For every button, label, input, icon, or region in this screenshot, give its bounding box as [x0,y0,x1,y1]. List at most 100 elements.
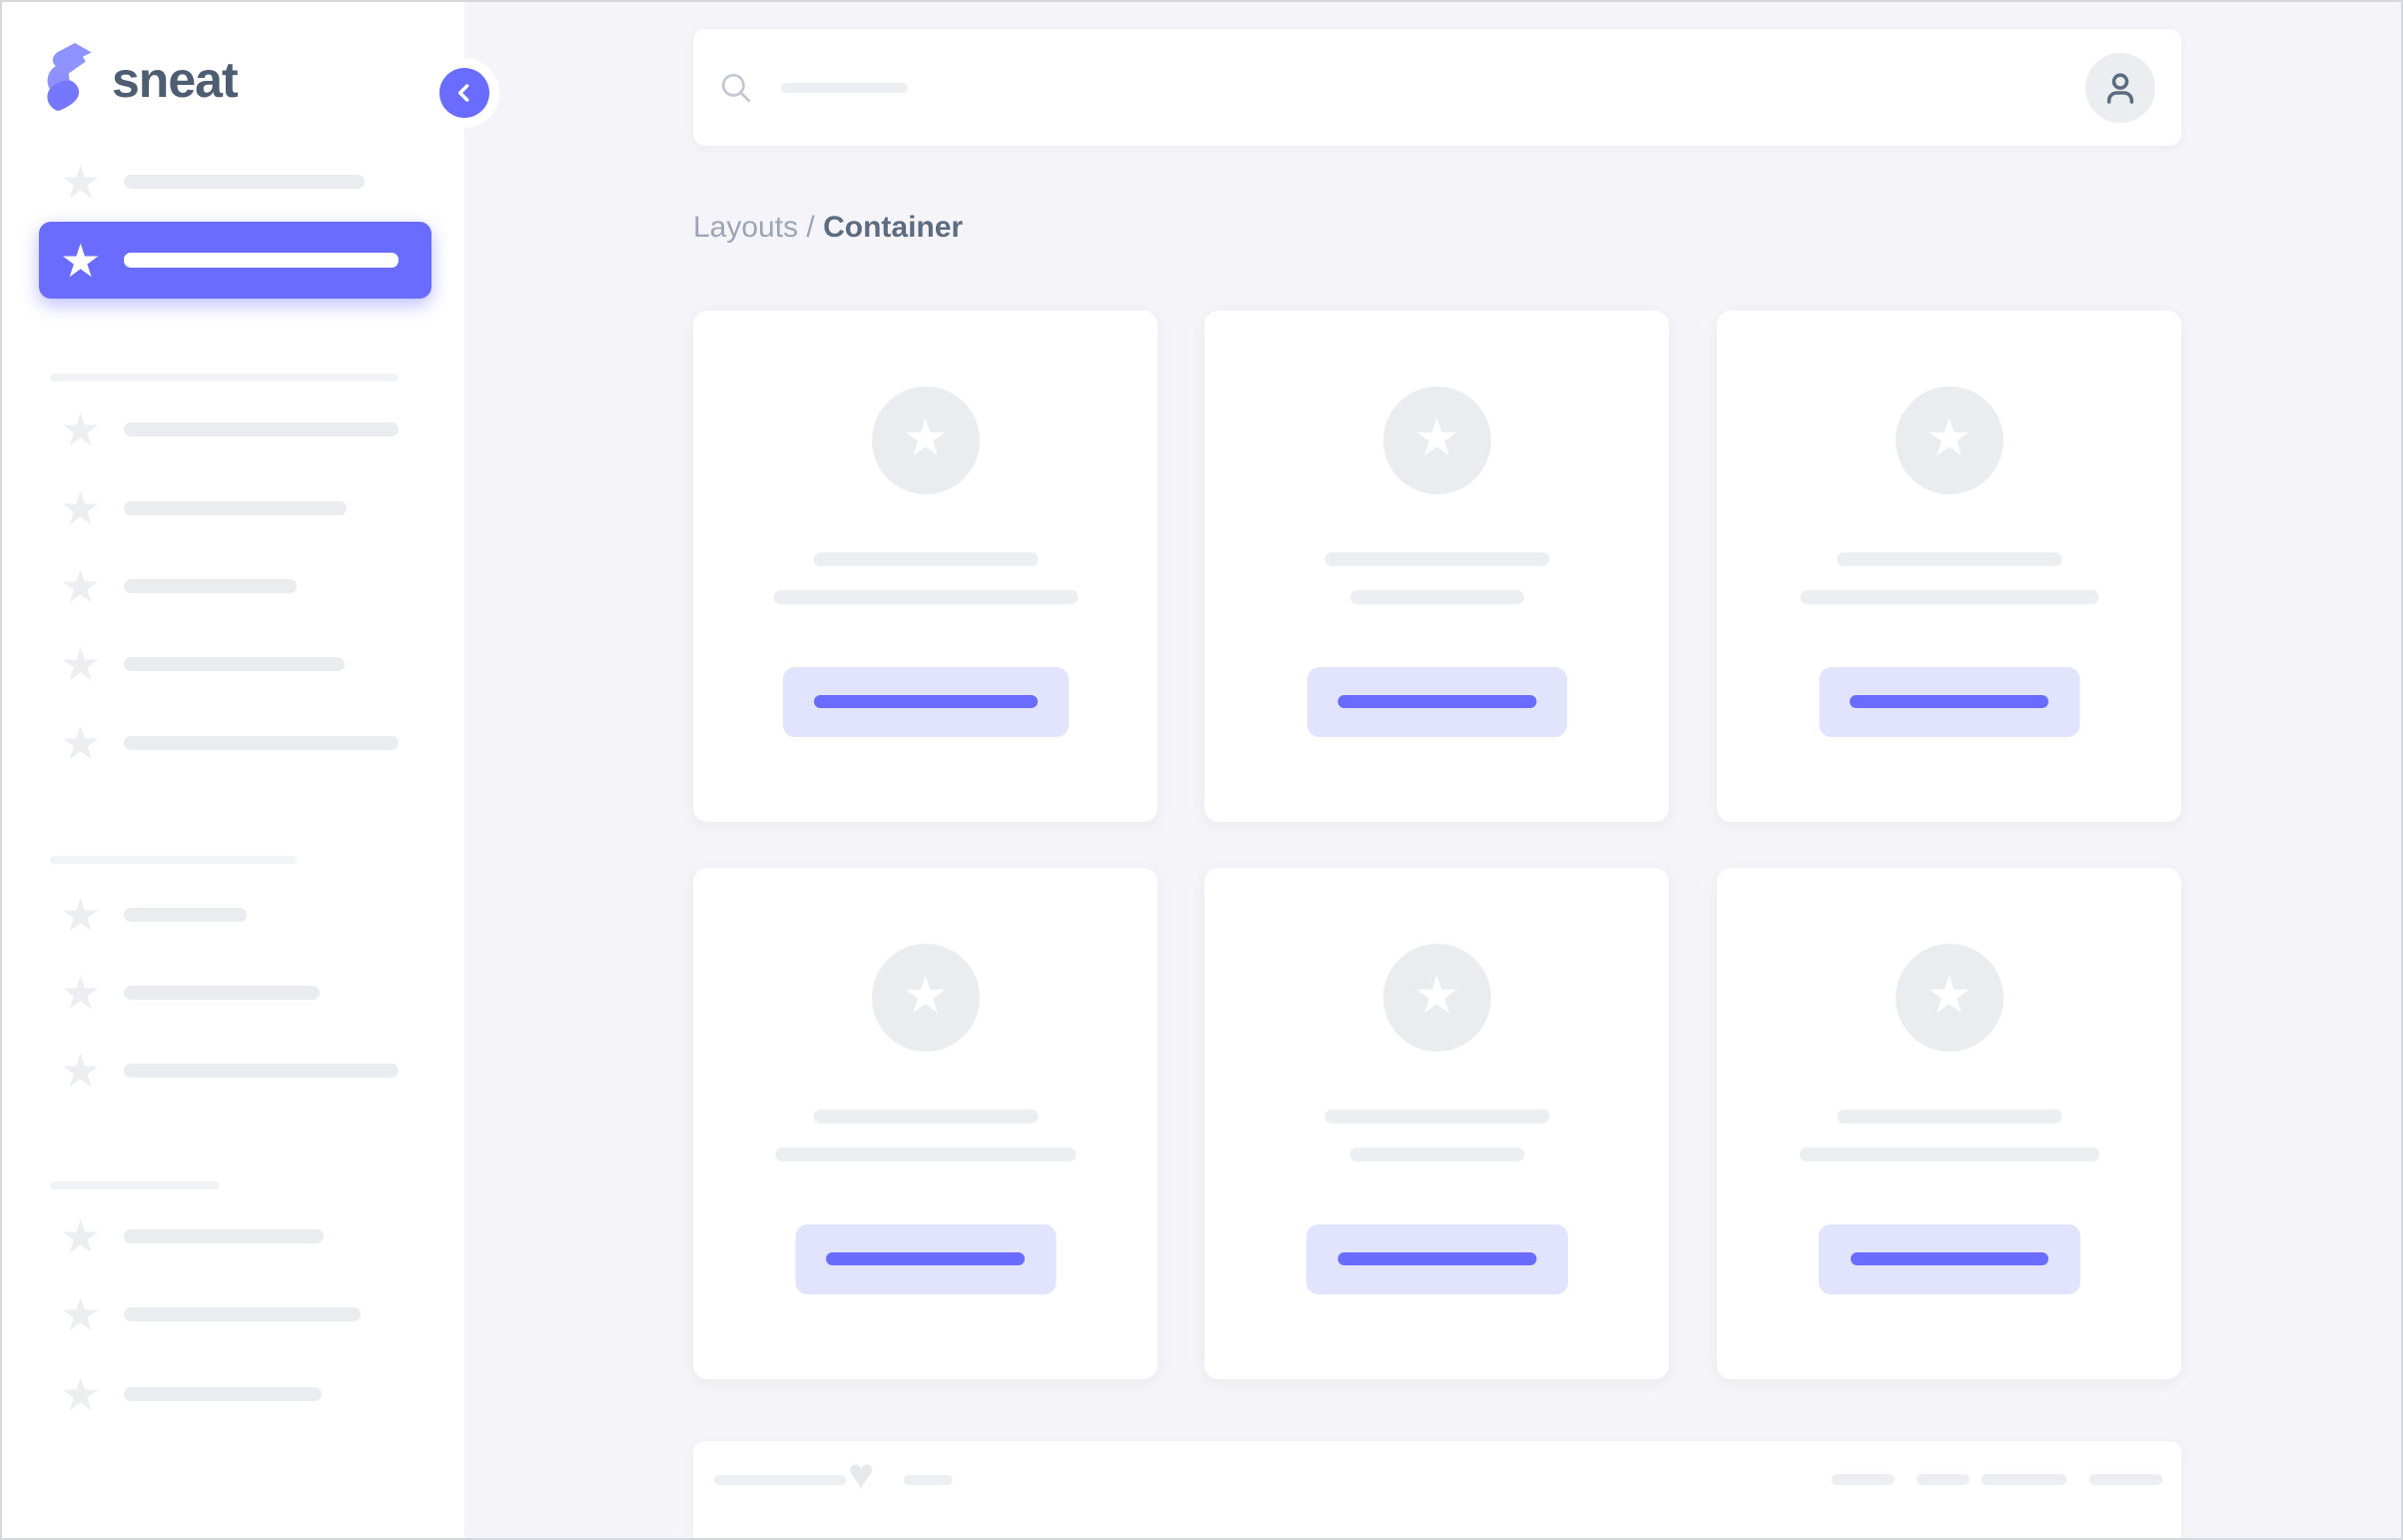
sidebar-collapse-button[interactable] [439,68,489,118]
search-bar[interactable] [693,29,2181,146]
sidebar-item[interactable]: ★ [2,143,464,221]
card-line-1 [1837,1110,2061,1124]
card-button-bar [826,1252,1025,1265]
star-icon: ★ [60,560,102,612]
star-icon: ★ [1926,409,1973,467]
card-avatar: ★ [1895,386,2003,494]
footer-pill-skeleton [1917,1474,1970,1485]
sidebar: sneat ★ ★ ★ ★ ★ ★ ★ ★ ★ ★ ★ ★ ★ [2,2,464,1538]
card-line-2 [1349,590,1524,604]
card-line-1 [1324,552,1549,566]
footer-bar: ♥ [693,1441,2181,1538]
card-avatar: ★ [1895,944,2003,1052]
star-icon: ★ [60,482,102,534]
card-button-bar [1337,695,1536,708]
sidebar-item-label-skeleton [124,736,399,750]
card-button[interactable] [1818,1224,2080,1294]
card-line-1 [813,1110,1038,1124]
sidebar-item-label-skeleton [124,579,297,593]
search-icon [719,71,753,105]
sidebar-item-label-skeleton [124,253,399,268]
sidebar-item[interactable]: ★ [2,469,464,547]
card-line-1 [1324,1110,1549,1124]
star-icon: ★ [60,403,102,455]
sidebar-section-divider [50,856,297,864]
heart-icon[interactable]: ♥ [848,1450,875,1499]
star-icon: ★ [60,156,102,208]
card-button-bar [1850,1252,2048,1265]
card-button[interactable] [1819,667,2079,737]
star-icon: ★ [60,234,102,287]
star-icon: ★ [60,1368,102,1420]
footer-pill-skeleton [2089,1474,2162,1485]
card-button[interactable] [782,667,1069,737]
star-icon: ★ [1926,967,1973,1025]
sidebar-nav: ★ ★ ★ ★ ★ ★ ★ ★ ★ ★ ★ ★ ★ [2,2,464,1538]
sidebar-item-label-skeleton [124,501,347,515]
sidebar-item-label-skeleton [124,1387,322,1401]
footer-small-skeleton [904,1475,953,1485]
sidebar-item[interactable]: ★ [2,1275,464,1353]
star-icon: ★ [902,409,949,467]
card-avatar: ★ [1382,386,1491,494]
breadcrumb-current: Container [814,211,964,244]
footer-pill-skeleton [1982,1474,2066,1485]
card-avatar: ★ [871,386,980,494]
sidebar-item-label-skeleton [124,175,365,189]
sidebar-section-divider [50,1181,220,1189]
card-button-bar [813,695,1038,708]
placeholder-card: ★ [693,311,1158,822]
sidebar-item-label-skeleton [124,1064,399,1078]
star-icon: ★ [1413,967,1460,1025]
sidebar-item-label-skeleton [124,422,399,436]
user-icon [2100,68,2140,108]
card-line-2 [1800,590,2098,604]
sidebar-item-label-skeleton [124,1229,324,1243]
sidebar-item[interactable]: ★ [2,954,464,1032]
sidebar-item[interactable]: ★ [2,1032,464,1110]
card-button-bar [1337,1252,1536,1265]
sidebar-item[interactable]: ★ [39,222,431,299]
star-icon: ★ [60,1288,102,1340]
star-icon: ★ [60,638,102,690]
card-line-2 [773,590,1078,604]
sidebar-section-divider [50,374,399,382]
sidebar-item[interactable]: ★ [2,547,464,625]
brand[interactable]: sneat [44,42,239,117]
footer-line-skeleton [714,1475,846,1485]
user-avatar-button[interactable] [2085,52,2155,123]
placeholder-card: ★ [1204,311,1669,822]
sidebar-item[interactable]: ★ [2,704,464,782]
sidebar-item[interactable]: ★ [2,1355,464,1433]
card-line-2 [775,1148,1076,1161]
breadcrumb-parent[interactable]: Layouts [693,211,807,244]
footer-pill-skeleton [1832,1474,1895,1485]
sneat-logo-icon [44,42,94,117]
sidebar-item[interactable]: ★ [2,390,464,468]
card-button[interactable] [1305,1224,1568,1294]
card-button-bar [1850,695,2048,708]
star-icon: ★ [60,1045,102,1097]
star-icon: ★ [60,1210,102,1262]
sidebar-item[interactable]: ★ [2,1197,464,1275]
card-button[interactable] [1306,667,1567,737]
breadcrumb: Layouts / Container [693,211,963,245]
card-avatar: ★ [871,944,980,1052]
placeholder-card: ★ [1204,868,1669,1379]
sidebar-item-label-skeleton [124,1307,361,1321]
sidebar-item-label-skeleton [124,657,345,671]
star-icon: ★ [60,967,102,1019]
card-button[interactable] [795,1224,1056,1294]
star-icon: ★ [60,717,102,769]
sidebar-item[interactable]: ★ [2,876,464,954]
card-line-1 [813,552,1038,566]
sidebar-item-label-skeleton [124,908,247,922]
breadcrumb-separator: / [806,211,815,244]
placeholder-card: ★ [1717,868,2181,1379]
card-line-2 [1799,1148,2099,1161]
sidebar-item[interactable]: ★ [2,625,464,703]
star-icon: ★ [1413,409,1460,467]
sidebar-item-label-skeleton [124,986,320,1000]
brand-name: sneat [112,51,239,108]
